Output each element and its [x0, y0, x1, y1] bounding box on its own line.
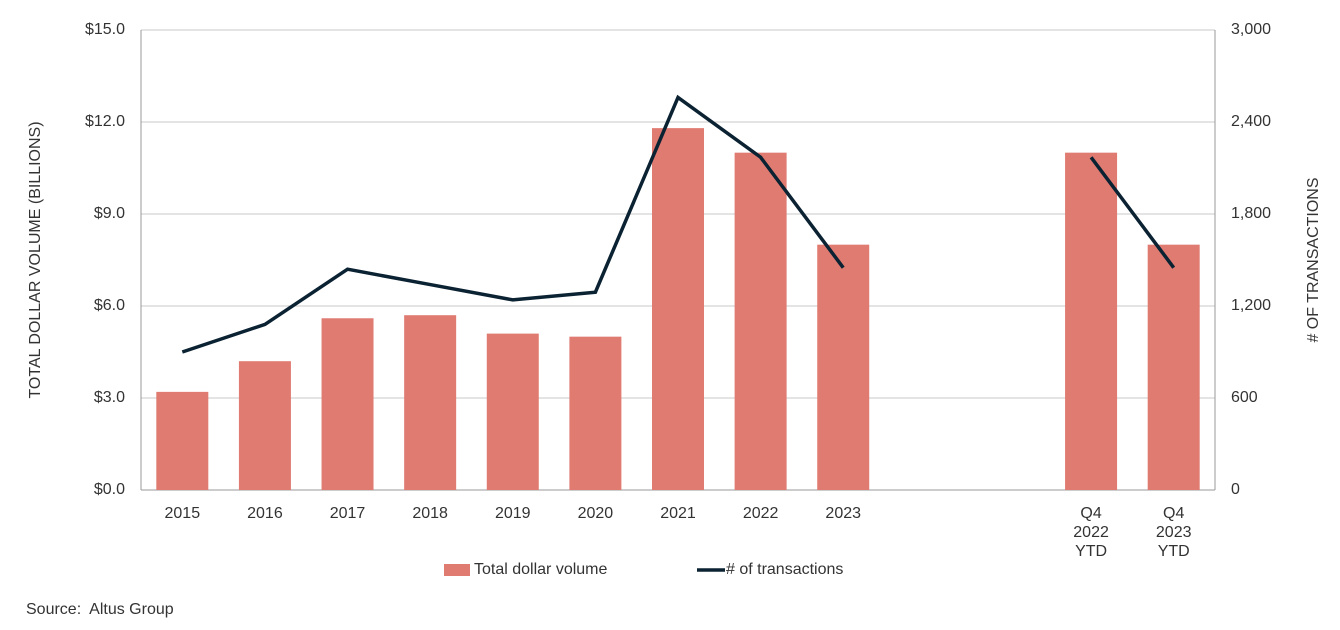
source-note: Source: Altus Group: [26, 601, 174, 618]
x-tick-label: Q4 2023 YTD: [1155, 505, 1192, 560]
bar: [1147, 244, 1200, 490]
bar: [486, 333, 539, 490]
y2-tick-label: 0: [1231, 481, 1240, 498]
y-tick-label: $15.0: [85, 21, 125, 38]
bar: [321, 318, 374, 490]
bar: [652, 128, 704, 490]
legend-label: # of transactions: [726, 561, 843, 578]
y2-tick-label: 2,400: [1231, 113, 1271, 130]
bar: [734, 152, 787, 490]
y2-tick-label: 1,800: [1231, 205, 1271, 222]
legend-swatch: [444, 564, 470, 576]
x-tick-label: 2018: [412, 505, 448, 522]
x-tick-label: 2020: [577, 505, 614, 522]
bar: [817, 244, 870, 490]
legend-label: Total dollar volume: [474, 561, 608, 578]
bar: [1065, 152, 1118, 490]
x-tick-label: 2022: [742, 505, 779, 522]
y2-axis-title: # OF TRANSACTIONS: [1305, 177, 1322, 342]
x-tick-label: 2023: [825, 505, 862, 522]
bar: [238, 361, 291, 490]
bar: [404, 315, 457, 490]
bar: [156, 391, 209, 490]
y2-tick-label: 3,000: [1231, 21, 1271, 38]
y-tick-label: $9.0: [94, 205, 125, 222]
y2-tick-label: 600: [1231, 389, 1258, 406]
y-tick-label: $0.0: [94, 481, 125, 498]
x-tick-label: 2017: [329, 505, 366, 522]
line: [181, 94, 1176, 354]
y-tick-label: $3.0: [94, 389, 125, 406]
x-tick-label: 2015: [164, 505, 201, 522]
x-tick-label: 2021: [660, 505, 696, 522]
y-tick-label: $6.0: [94, 297, 125, 314]
x-tick-label: Q4 2022 YTD: [1073, 505, 1109, 560]
x-tick-label: 2019: [494, 505, 531, 522]
bar: [569, 336, 622, 490]
y2-tick-label: 1,200: [1231, 297, 1271, 314]
y-tick-label: $12.0: [85, 113, 125, 130]
y-axis-title: TOTAL DOLLAR VOLUME (BILLIONS): [27, 121, 44, 398]
x-tick-label: 2016: [247, 505, 283, 522]
